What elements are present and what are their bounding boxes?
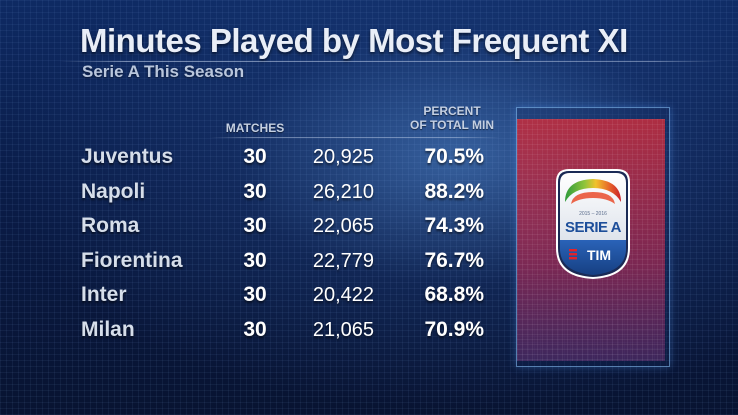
team-name: Roma [81, 214, 140, 238]
percent-column-header: PERCENT OF TOTAL MIN [400, 104, 504, 132]
percent-header-line1: PERCENT [423, 104, 481, 118]
percent-value: 68.8% [424, 283, 484, 307]
page-subtitle: Serie A This Season [82, 62, 245, 81]
minutes-value: 26,210 [312, 180, 374, 203]
badge-ribbon [565, 179, 621, 202]
percent-value: 70.9% [424, 317, 484, 341]
tim-red-mark-2 [569, 253, 577, 256]
table-row: Juventus 30 20,925 70.5% [0, 141, 520, 176]
tim-band [560, 240, 626, 275]
percent-value: 70.5% [424, 145, 484, 168]
table-row: Napoli 30 26,210 88.2% [0, 176, 520, 211]
team-name: Inter [81, 283, 127, 307]
logo-season-text: 2015 – 2016 [579, 211, 607, 217]
logo-panel [517, 119, 665, 361]
logo-name-text: SERIE A [565, 219, 622, 236]
stats-table: Juventus 30 20,925 70.5% Napoli 30 26,21… [0, 141, 520, 349]
minutes-value: 22,779 [312, 249, 374, 272]
header-divider [210, 137, 500, 138]
team-name: Napoli [81, 179, 146, 203]
table-row: Fiorentina 30 22,779 76.7% [0, 245, 520, 280]
percent-value: 88.2% [424, 179, 484, 203]
minutes-value: 20,925 [312, 146, 374, 168]
minutes-value: 20,422 [312, 284, 374, 307]
matches-column-header: MATCHES [225, 121, 285, 135]
team-name: Fiorentina [81, 248, 183, 272]
tim-red-mark [569, 249, 577, 252]
title-divider [60, 61, 720, 62]
serie-a-logo: 2015 – 2016 SERIE A TIM [556, 169, 630, 280]
matches-value: 30 [243, 283, 267, 307]
page-title: Minutes Played by Most Frequent XI [80, 22, 628, 59]
percent-header-line2: OF TOTAL MIN [410, 118, 494, 132]
table-row: Milan 30 21,065 70.9% [0, 314, 520, 349]
table-row: Roma 30 22,065 74.3% [0, 210, 520, 245]
matches-value: 30 [243, 145, 267, 168]
percent-value: 76.7% [424, 248, 484, 272]
tim-red-mark-3 [569, 257, 577, 260]
team-name: Milan [81, 317, 135, 341]
team-name: Juventus [81, 145, 174, 168]
badge-ribbon-inner [571, 192, 615, 204]
matches-value: 30 [243, 214, 267, 238]
matches-value: 30 [243, 317, 267, 341]
logo-sponsor-text: TIM [587, 247, 611, 263]
minutes-value: 22,065 [312, 215, 374, 238]
minutes-value: 21,065 [312, 318, 374, 341]
percent-value: 74.3% [424, 214, 484, 238]
table-row: Inter 30 20,422 68.8% [0, 279, 520, 314]
matches-value: 30 [243, 179, 267, 203]
matches-value: 30 [243, 248, 267, 272]
